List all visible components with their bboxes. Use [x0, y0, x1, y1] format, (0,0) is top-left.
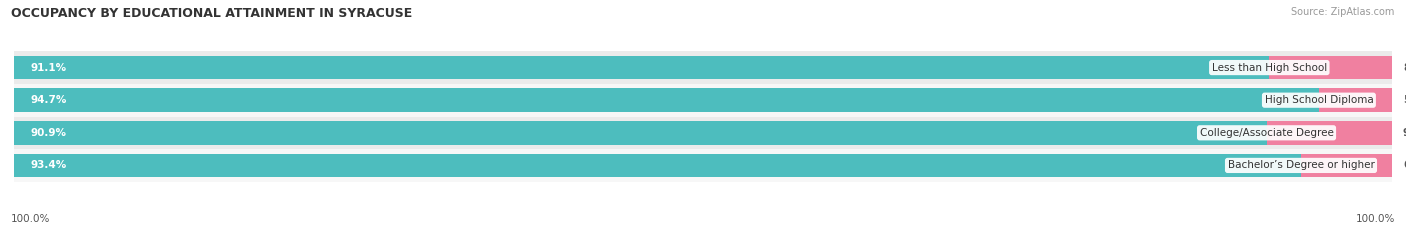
- Text: Source: ZipAtlas.com: Source: ZipAtlas.com: [1291, 7, 1395, 17]
- Text: Less than High School: Less than High School: [1212, 63, 1327, 72]
- Text: 100.0%: 100.0%: [1355, 214, 1395, 224]
- Text: 5.3%: 5.3%: [1403, 95, 1406, 105]
- Bar: [14, 51, 1392, 84]
- Bar: [1267, 121, 1392, 144]
- Bar: [14, 149, 1392, 182]
- Text: High School Diploma: High School Diploma: [1264, 95, 1374, 105]
- Bar: [14, 121, 1267, 144]
- Text: OCCUPANCY BY EDUCATIONAL ATTAINMENT IN SYRACUSE: OCCUPANCY BY EDUCATIONAL ATTAINMENT IN S…: [11, 7, 412, 20]
- Bar: [14, 56, 1270, 79]
- Bar: [1301, 154, 1392, 177]
- Bar: [14, 84, 1392, 116]
- Text: 6.6%: 6.6%: [1403, 161, 1406, 170]
- Text: 94.7%: 94.7%: [31, 95, 67, 105]
- Text: Bachelor’s Degree or higher: Bachelor’s Degree or higher: [1227, 161, 1375, 170]
- Text: 91.1%: 91.1%: [31, 63, 66, 72]
- Text: College/Associate Degree: College/Associate Degree: [1199, 128, 1333, 138]
- Bar: [14, 116, 1392, 149]
- Text: 8.9%: 8.9%: [1403, 63, 1406, 72]
- Bar: [1319, 89, 1392, 112]
- Bar: [14, 154, 1301, 177]
- Bar: [1270, 56, 1392, 79]
- Text: 9.1%: 9.1%: [1403, 128, 1406, 138]
- Text: 90.9%: 90.9%: [31, 128, 66, 138]
- Text: 100.0%: 100.0%: [11, 214, 51, 224]
- Bar: [14, 89, 1319, 112]
- Text: 93.4%: 93.4%: [31, 161, 67, 170]
